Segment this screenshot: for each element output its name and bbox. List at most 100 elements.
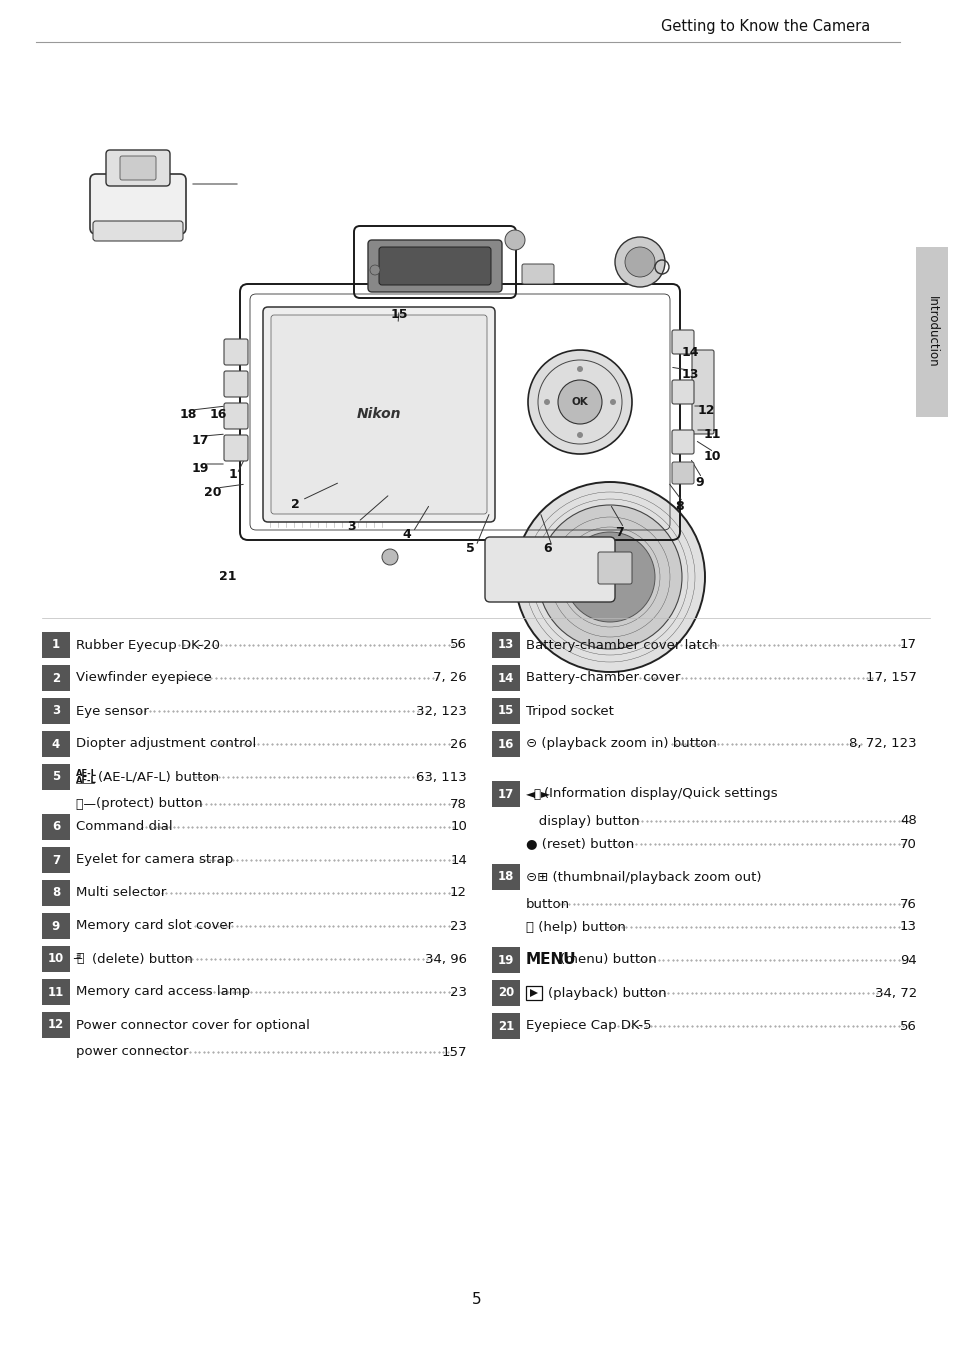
FancyBboxPatch shape xyxy=(92,220,183,241)
Bar xyxy=(492,665,519,691)
Text: Command dial: Command dial xyxy=(76,821,172,833)
FancyBboxPatch shape xyxy=(224,435,248,461)
FancyBboxPatch shape xyxy=(671,462,693,484)
Circle shape xyxy=(624,247,655,277)
Text: (delete) button: (delete) button xyxy=(91,953,193,965)
Text: button: button xyxy=(525,898,570,910)
Text: 34, 72: 34, 72 xyxy=(874,987,916,999)
Text: ❓ (help) button: ❓ (help) button xyxy=(525,921,625,933)
Text: Eye sensor: Eye sensor xyxy=(76,704,149,718)
Text: 12: 12 xyxy=(450,887,467,899)
Text: Memory card slot cover: Memory card slot cover xyxy=(76,919,233,933)
FancyBboxPatch shape xyxy=(224,339,248,365)
Text: 17: 17 xyxy=(899,638,916,652)
FancyBboxPatch shape xyxy=(271,315,486,514)
Text: Eyepiece Cap DK-5: Eyepiece Cap DK-5 xyxy=(525,1019,651,1033)
Text: Nikon: Nikon xyxy=(356,407,401,422)
Text: 10: 10 xyxy=(702,449,720,462)
Text: AF-L: AF-L xyxy=(76,776,96,786)
Text: Viewfinder eyepiece: Viewfinder eyepiece xyxy=(76,672,212,684)
Text: 20: 20 xyxy=(204,485,221,499)
Bar xyxy=(492,864,519,890)
Text: 76: 76 xyxy=(900,898,916,910)
FancyBboxPatch shape xyxy=(120,155,156,180)
Text: 5: 5 xyxy=(472,1293,481,1307)
Bar xyxy=(42,946,70,972)
Text: 17, 157: 17, 157 xyxy=(865,672,916,684)
Text: 3: 3 xyxy=(51,704,60,718)
Circle shape xyxy=(609,399,616,406)
Bar xyxy=(42,665,70,691)
Text: (playback) button: (playback) button xyxy=(547,987,666,999)
Circle shape xyxy=(558,380,601,425)
Text: 19: 19 xyxy=(497,953,514,967)
Bar xyxy=(42,846,70,873)
Text: ⎙—: ⎙— xyxy=(76,798,100,810)
Text: Memory card access lamp: Memory card access lamp xyxy=(76,986,250,999)
Text: 15: 15 xyxy=(497,704,514,718)
Text: 4: 4 xyxy=(51,737,60,750)
Text: 10: 10 xyxy=(450,821,467,833)
Text: 20: 20 xyxy=(497,987,514,999)
FancyBboxPatch shape xyxy=(671,430,693,454)
Text: 9: 9 xyxy=(695,476,703,488)
Text: 7, 26: 7, 26 xyxy=(433,672,467,684)
Circle shape xyxy=(527,350,631,454)
Text: ᴲ̶: ᴲ̶ xyxy=(76,953,86,965)
Text: 14: 14 xyxy=(680,346,698,358)
Text: 2: 2 xyxy=(51,672,60,684)
Text: 5: 5 xyxy=(51,771,60,784)
Text: 48: 48 xyxy=(900,814,916,827)
Text: 26: 26 xyxy=(450,737,467,750)
Circle shape xyxy=(370,265,379,274)
Circle shape xyxy=(577,433,582,438)
Bar xyxy=(492,781,519,807)
Bar xyxy=(42,631,70,658)
Text: (menu) button: (menu) button xyxy=(559,953,656,967)
Text: Rubber Eyecup DK-20: Rubber Eyecup DK-20 xyxy=(76,638,220,652)
Bar xyxy=(42,764,70,790)
Text: 19: 19 xyxy=(192,461,209,475)
Bar xyxy=(42,698,70,725)
Circle shape xyxy=(515,483,704,672)
Text: ● (reset) button: ● (reset) button xyxy=(525,837,634,850)
Text: 157: 157 xyxy=(441,1045,467,1059)
Circle shape xyxy=(615,237,664,287)
Text: display) button: display) button xyxy=(525,814,639,827)
Text: 2: 2 xyxy=(291,499,299,511)
Circle shape xyxy=(537,506,681,649)
Text: OK: OK xyxy=(571,397,588,407)
Circle shape xyxy=(381,549,397,565)
Text: 11: 11 xyxy=(702,427,720,441)
Polygon shape xyxy=(530,990,537,996)
Text: 12: 12 xyxy=(697,403,714,416)
FancyBboxPatch shape xyxy=(598,552,631,584)
FancyBboxPatch shape xyxy=(224,403,248,429)
Text: 18: 18 xyxy=(497,871,514,883)
Text: 78: 78 xyxy=(450,798,467,810)
Text: 5: 5 xyxy=(465,542,474,556)
Bar xyxy=(492,731,519,757)
Bar xyxy=(492,698,519,725)
Text: Power connector cover for optional: Power connector cover for optional xyxy=(76,1018,310,1032)
Text: 70: 70 xyxy=(900,837,916,850)
Text: 1: 1 xyxy=(51,638,60,652)
Text: 56: 56 xyxy=(900,1019,916,1033)
FancyBboxPatch shape xyxy=(106,150,170,187)
Circle shape xyxy=(564,531,655,622)
Text: 63, 113: 63, 113 xyxy=(416,771,467,784)
Text: Battery-chamber cover: Battery-chamber cover xyxy=(525,672,679,684)
FancyBboxPatch shape xyxy=(90,174,186,234)
Text: 10: 10 xyxy=(48,953,64,965)
Text: 13: 13 xyxy=(497,638,514,652)
Circle shape xyxy=(504,230,524,250)
Text: 14: 14 xyxy=(497,672,514,684)
Text: 12: 12 xyxy=(48,1018,64,1032)
FancyBboxPatch shape xyxy=(224,370,248,397)
Text: 8: 8 xyxy=(51,887,60,899)
Text: Multi selector: Multi selector xyxy=(76,887,166,899)
Text: 56: 56 xyxy=(450,638,467,652)
Bar xyxy=(525,986,541,1000)
Text: 21: 21 xyxy=(497,1019,514,1033)
Bar xyxy=(42,814,70,840)
